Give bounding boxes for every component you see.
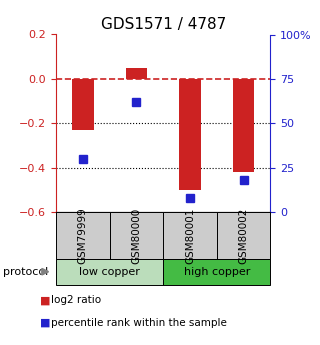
Text: percentile rank within the sample: percentile rank within the sample	[51, 318, 227, 327]
Text: protocol: protocol	[3, 267, 48, 277]
Text: log2 ratio: log2 ratio	[51, 295, 101, 305]
Title: GDS1571 / 4787: GDS1571 / 4787	[100, 17, 226, 32]
Text: GSM79999: GSM79999	[78, 207, 88, 264]
Text: GSM80001: GSM80001	[185, 207, 195, 264]
Bar	[72, 79, 93, 130]
Text: GSM80000: GSM80000	[132, 207, 141, 264]
Text: ■: ■	[40, 318, 50, 327]
Text: high copper: high copper	[184, 267, 250, 277]
Text: GSM80002: GSM80002	[239, 207, 249, 264]
Text: low copper: low copper	[79, 267, 140, 277]
Text: ■: ■	[40, 295, 50, 305]
Bar	[179, 79, 201, 190]
Bar	[126, 68, 147, 79]
Bar	[233, 79, 254, 172]
